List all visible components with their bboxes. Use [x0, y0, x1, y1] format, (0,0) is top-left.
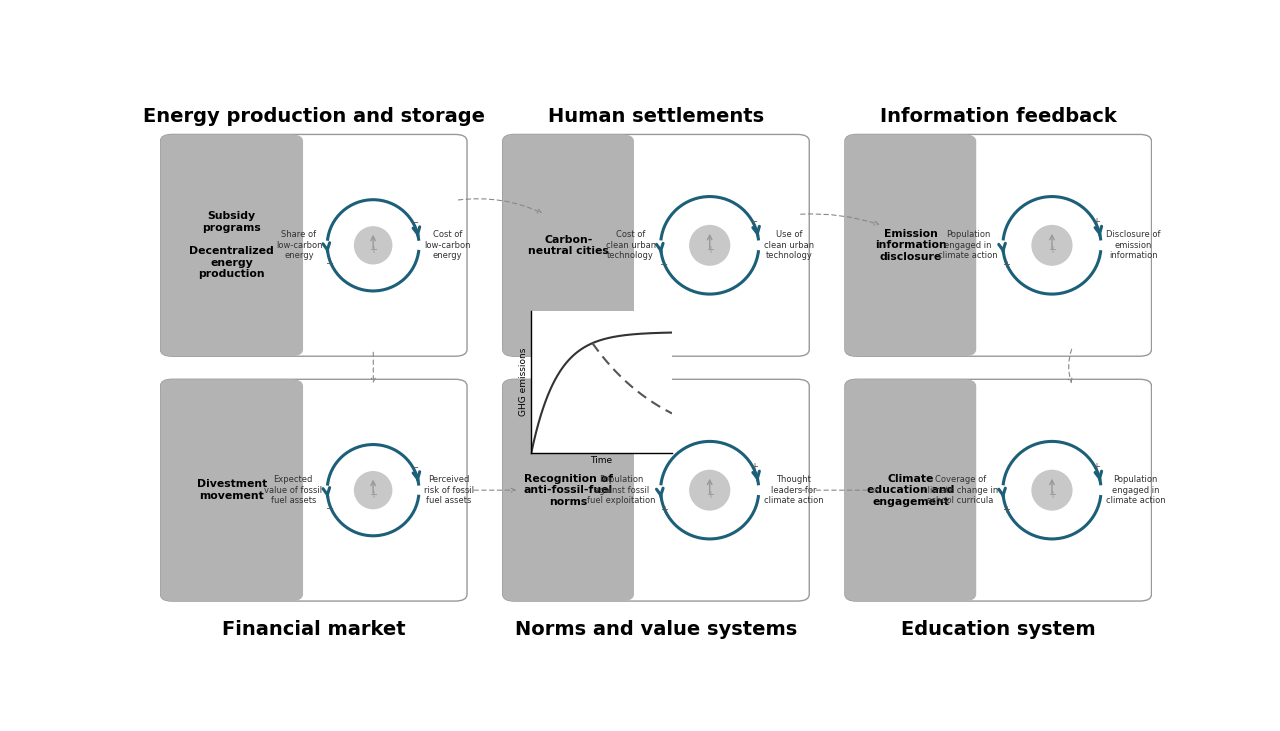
FancyBboxPatch shape — [160, 135, 467, 356]
Bar — [573, 140, 632, 351]
Text: Share of
low-carbon
energy: Share of low-carbon energy — [275, 230, 323, 260]
Text: −: − — [659, 260, 668, 270]
Ellipse shape — [353, 226, 393, 265]
Text: Thought
leaders for
climate action: Thought leaders for climate action — [764, 475, 823, 505]
FancyBboxPatch shape — [503, 379, 634, 601]
Bar — [916, 140, 974, 351]
Text: +: + — [1002, 260, 1010, 270]
Text: +: + — [369, 490, 378, 500]
Text: −: − — [326, 504, 334, 514]
Text: +: + — [750, 461, 758, 471]
Bar — [964, 140, 966, 351]
FancyBboxPatch shape — [160, 379, 467, 601]
Text: Cost of
low-carbon
energy: Cost of low-carbon energy — [424, 230, 471, 260]
Text: Climate
education and
engagement: Climate education and engagement — [867, 474, 955, 507]
Text: Disclosure of
emission
information: Disclosure of emission information — [1106, 230, 1161, 260]
Text: Use of
clean urban
technology: Use of clean urban technology — [764, 230, 814, 260]
FancyBboxPatch shape — [845, 135, 977, 356]
Text: Subsidy
programs

Decentralized
energy
production: Subsidy programs Decentralized energy pr… — [189, 211, 274, 279]
Text: −: − — [411, 218, 419, 228]
Bar — [238, 385, 302, 596]
Text: Emission
information
disclosure: Emission information disclosure — [874, 229, 946, 262]
Y-axis label: GHG emissions: GHG emissions — [520, 348, 529, 416]
FancyBboxPatch shape — [503, 135, 809, 356]
Text: +: + — [705, 246, 714, 255]
Text: +: + — [705, 491, 714, 500]
Text: Population
engaged in
climate action: Population engaged in climate action — [1106, 475, 1166, 505]
FancyBboxPatch shape — [503, 379, 809, 601]
FancyBboxPatch shape — [160, 135, 303, 356]
Ellipse shape — [1032, 470, 1073, 511]
Text: Carbon-
neutral cities: Carbon- neutral cities — [527, 235, 609, 256]
Bar — [238, 140, 302, 351]
Text: Human settlements: Human settlements — [548, 107, 764, 126]
Text: Financial market: Financial market — [221, 620, 406, 639]
Bar — [291, 140, 293, 351]
Ellipse shape — [1032, 225, 1073, 266]
Text: −: − — [326, 259, 334, 269]
Ellipse shape — [689, 470, 731, 511]
FancyBboxPatch shape — [845, 379, 977, 601]
Text: Perceived
risk of fossil
fuel assets: Perceived risk of fossil fuel assets — [424, 475, 474, 505]
Bar — [964, 385, 966, 596]
Text: +: + — [1002, 505, 1010, 515]
Bar — [573, 385, 632, 596]
Text: −: − — [411, 463, 419, 473]
Text: Education system: Education system — [901, 620, 1096, 639]
FancyBboxPatch shape — [845, 379, 1152, 601]
Text: Population
engaged in
climate action: Population engaged in climate action — [938, 230, 998, 260]
Text: +: + — [1092, 216, 1101, 227]
Text: Coverage of
climate change in
school curricula: Coverage of climate change in school cur… — [923, 475, 998, 505]
Text: +: + — [369, 245, 378, 255]
Text: Energy production and storage: Energy production and storage — [143, 107, 485, 126]
X-axis label: Time: Time — [590, 456, 613, 465]
FancyBboxPatch shape — [845, 135, 1152, 356]
Text: Information feedback: Information feedback — [879, 107, 1116, 126]
FancyBboxPatch shape — [160, 379, 303, 601]
Text: Recognition of
anti-fossil-fuel
norms: Recognition of anti-fossil-fuel norms — [524, 474, 613, 507]
Text: −: − — [750, 216, 758, 227]
Text: Cost of
clean urban
technology: Cost of clean urban technology — [605, 230, 655, 260]
Text: +: + — [1048, 246, 1056, 255]
Bar — [621, 140, 625, 351]
Text: Divestment
movement: Divestment movement — [197, 480, 268, 501]
Text: +: + — [659, 505, 668, 515]
Ellipse shape — [353, 471, 393, 510]
FancyBboxPatch shape — [503, 135, 634, 356]
Text: Expected
value of fossil
fuel assets: Expected value of fossil fuel assets — [264, 475, 323, 505]
Bar — [621, 385, 625, 596]
Bar — [916, 385, 974, 596]
Text: Norms and value systems: Norms and value systems — [515, 620, 797, 639]
Text: Population
against fossil
fuel exploitation: Population against fossil fuel exploitat… — [588, 475, 655, 505]
Bar — [291, 385, 293, 596]
Ellipse shape — [689, 225, 731, 266]
Text: +: + — [1048, 491, 1056, 500]
Text: +: + — [1092, 461, 1101, 471]
